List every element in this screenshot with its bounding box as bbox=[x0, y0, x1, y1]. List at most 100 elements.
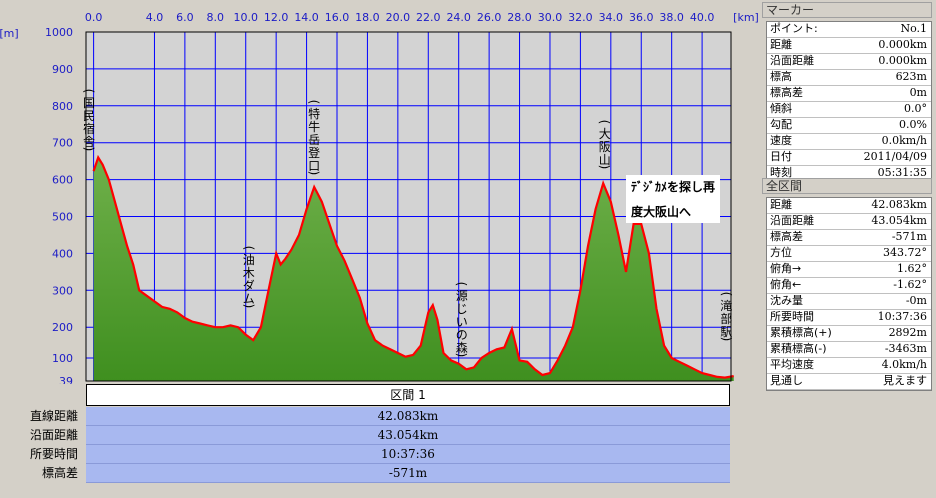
panel-row-key: 所要時間 bbox=[770, 310, 814, 323]
panel-row-key: 標高 bbox=[770, 70, 792, 83]
panel-row-key: 標高差 bbox=[770, 230, 803, 243]
y-tick-label: 600 bbox=[52, 174, 73, 187]
panel-row-value: 4.0km/h bbox=[881, 358, 927, 371]
x-tick-label: 30.0 bbox=[538, 11, 563, 24]
x-tick-label: 4.0 bbox=[146, 11, 164, 24]
panel-row-key: 距離 bbox=[770, 38, 792, 51]
annotation-char: 口 bbox=[308, 159, 320, 173]
panel-row: 標高差 0m bbox=[767, 86, 931, 102]
total-panel-title: 全区間 bbox=[762, 178, 932, 194]
annotation-paren: ( bbox=[719, 292, 733, 297]
summary-value: -571m bbox=[86, 464, 730, 483]
annotation-paren: ) bbox=[82, 147, 96, 152]
x-tick-label: 6.0 bbox=[176, 11, 194, 24]
panel-row-key: 時刻 bbox=[770, 166, 792, 179]
x-tick-label: 38.0 bbox=[659, 11, 684, 24]
annotation-char: 油 bbox=[243, 253, 255, 267]
panel-row-value: 2892m bbox=[888, 326, 927, 339]
y-tick-label: 400 bbox=[52, 247, 73, 260]
annotation-char: い bbox=[456, 315, 468, 329]
annotation-char: 牛 bbox=[308, 119, 320, 134]
panel-row-key: 俯角→ bbox=[770, 262, 802, 275]
annotation-char: じ bbox=[456, 302, 468, 316]
summary-row: 直線距離 42.083km bbox=[0, 407, 760, 426]
marker-panel-title: マーカー bbox=[762, 2, 932, 18]
y-tick-label: 500 bbox=[52, 211, 73, 224]
annotation-paren: ) bbox=[242, 304, 256, 309]
panel-row: 標高 623m bbox=[767, 70, 931, 86]
callout-line: 度大阪山へ bbox=[631, 204, 691, 219]
panel-row-value: -3463m bbox=[884, 342, 927, 355]
panel-row-value: 1.62° bbox=[897, 262, 927, 275]
panel-row: 見通し 見えます bbox=[767, 374, 931, 390]
panel-row: 速度 0.0km/h bbox=[767, 134, 931, 150]
panel-row: 俯角→ 1.62° bbox=[767, 262, 931, 278]
panel-row-value: 05:31:35 bbox=[877, 166, 927, 179]
x-tick-label: 10.0 bbox=[233, 11, 258, 24]
panel-row: 沈み量 -0m bbox=[767, 294, 931, 310]
summary-row: 所要時間 10:37:36 bbox=[0, 445, 760, 464]
panel-row-value: No.1 bbox=[900, 22, 927, 35]
elevation-line bbox=[92, 154, 734, 379]
x-tick-label: 18.0 bbox=[355, 11, 380, 24]
panel-row-value: 0m bbox=[909, 86, 927, 99]
marker-panel: ポイント: No.1 距離 0.000km 沿面距離 0.000km 標高 623m 標高差 0m… bbox=[766, 21, 932, 183]
annotation-paren: ) bbox=[455, 353, 469, 358]
panel-row: 沿面距離 43.054km bbox=[767, 214, 931, 230]
panel-row-key: 俯角← bbox=[770, 278, 802, 291]
elevation-profile-svg: 0.0 4.0 6.0 8.0 10.0 12.0 14.0 16.0 18.0 20.0 22.0… bbox=[0, 11, 759, 384]
summary-label: 所要時間 bbox=[29, 447, 78, 461]
panel-row-value: 0.000km bbox=[878, 38, 927, 51]
y-tick-label: 100 bbox=[52, 352, 73, 365]
annotation-paren: ) bbox=[598, 165, 612, 170]
panel-row: 所要時間 10:37:36 bbox=[767, 310, 931, 326]
annotation-char: 舎 bbox=[83, 135, 95, 149]
panel-row-value: 2011/04/09 bbox=[863, 150, 927, 163]
panel-row-key: ポイント: bbox=[770, 22, 818, 35]
panel-row-value: 42.083km bbox=[871, 198, 927, 211]
panel-row-key: 距離 bbox=[770, 198, 792, 211]
section-summary: 直線距離 42.083km 沿面距離 43.054km 所要時間 10:37:3… bbox=[0, 407, 760, 498]
x-tick-label: 12.0 bbox=[264, 11, 289, 24]
panel-row: 日付 2011/04/09 bbox=[767, 150, 931, 166]
x-tick-label: 34.0 bbox=[599, 11, 624, 24]
panel-row: 標高差 -571m bbox=[767, 230, 931, 246]
annotation-paren: ) bbox=[307, 171, 321, 176]
panel-row-value: 0.0% bbox=[899, 118, 927, 131]
annotation-char: の bbox=[456, 328, 468, 342]
summary-value: 42.083km bbox=[86, 407, 730, 426]
annotation-char: 国 bbox=[83, 96, 95, 110]
panel-row-value: -1.62° bbox=[893, 278, 927, 291]
x-tick-label: 28.0 bbox=[507, 11, 532, 24]
y-tick-label: 900 bbox=[52, 63, 73, 76]
summary-label: 沿面距離 bbox=[29, 428, 78, 442]
summary-value: 10:37:36 bbox=[86, 445, 730, 464]
panel-row: 平均速度 4.0km/h bbox=[767, 358, 931, 374]
panel-row: 累積標高(-) -3463m bbox=[767, 342, 931, 358]
panel-row: 傾斜 0.0° bbox=[767, 102, 931, 118]
panel-row-key: 累積標高(-) bbox=[770, 342, 827, 355]
x-tick-label: 26.0 bbox=[477, 11, 502, 24]
panel-row-key: 標高差 bbox=[770, 86, 803, 99]
x-tick-label: 20.0 bbox=[386, 11, 411, 24]
x-tick-label: 36.0 bbox=[629, 11, 654, 24]
panel-row-value: 623m bbox=[895, 70, 927, 83]
panel-row: 距離 42.083km bbox=[767, 198, 931, 214]
section-header[interactable]: 区間 1 bbox=[86, 384, 730, 406]
panel-row-value: 10:37:36 bbox=[877, 310, 927, 323]
callout-line: ﾃﾞｼﾞｶﾒを探し再 bbox=[631, 179, 715, 194]
annotation-char: ダ bbox=[243, 278, 255, 293]
y-tick-label: 700 bbox=[52, 137, 73, 150]
elevation-chart: 0.0 4.0 6.0 8.0 10.0 12.0 14.0 16.0 18.0 20.0 22.0… bbox=[0, 11, 760, 498]
panel-row-key: 勾配 bbox=[770, 118, 792, 131]
summary-row: 標高差 -571m bbox=[0, 464, 760, 483]
x-tick-label: 0.0 bbox=[85, 11, 103, 24]
summary-row: 沿面距離 43.054km bbox=[0, 426, 760, 445]
panel-row-value: 343.72° bbox=[883, 246, 927, 259]
panel-row-key: 沿面距離 bbox=[770, 54, 814, 67]
panel-row-value: -571m bbox=[891, 230, 927, 243]
x-tick-label: 14.0 bbox=[294, 11, 319, 24]
panel-row-key: 方位 bbox=[770, 246, 792, 259]
annotation-paren: ( bbox=[455, 282, 469, 287]
info-sidebar: マーカー ポイント: No.1 距離 0.000km 沿面距離 0.000km 標高 623m… bbox=[760, 0, 936, 498]
